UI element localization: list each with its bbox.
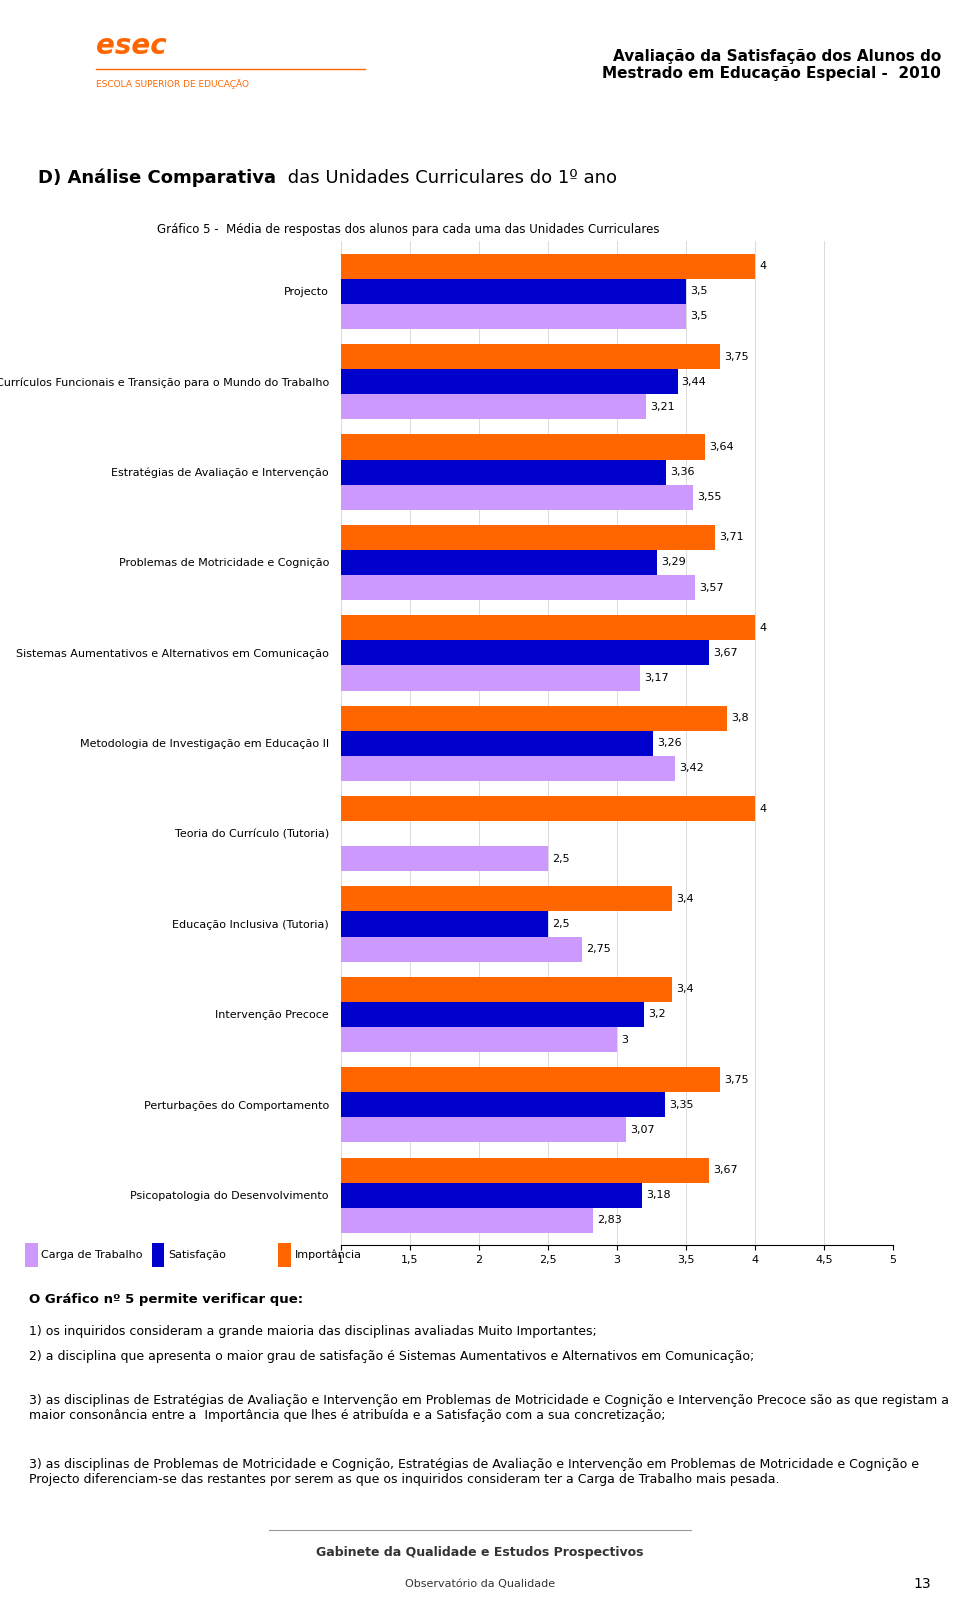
Text: 13: 13 <box>914 1576 931 1591</box>
Text: 2,5: 2,5 <box>552 853 569 863</box>
Text: 3,35: 3,35 <box>669 1099 694 1110</box>
Text: 2) a disciplina que apresenta o maior grau de satisfação é Sistemas Aumentativos: 2) a disciplina que apresenta o maior gr… <box>29 1350 754 1363</box>
Bar <box>341 394 646 419</box>
Text: 3,71: 3,71 <box>719 532 744 542</box>
Bar <box>341 1093 665 1117</box>
Bar <box>341 887 672 911</box>
Text: 1) os inquiridos consideram a grande maioria das disciplinas avaliadas Muito Imp: 1) os inquiridos consideram a grande mai… <box>29 1326 596 1339</box>
Bar <box>341 937 583 961</box>
Text: Satisfação: Satisfação <box>168 1250 226 1260</box>
Bar <box>341 977 672 1001</box>
Text: 3,55: 3,55 <box>697 492 721 501</box>
Bar <box>341 615 755 640</box>
Text: das Unidades Curriculares do 1º ano: das Unidades Curriculares do 1º ano <box>282 169 617 186</box>
Text: 3,57: 3,57 <box>700 583 724 593</box>
Text: 3,2: 3,2 <box>649 1009 666 1019</box>
Text: Carga de Trabalho: Carga de Trabalho <box>41 1250 143 1260</box>
Text: 3,5: 3,5 <box>690 286 708 296</box>
Text: Avaliação da Satisfação dos Alunos do
Mestrado em Educação Especial -  2010: Avaliação da Satisfação dos Alunos do Me… <box>602 48 941 82</box>
Text: Gabinete da Qualidade e Estudos Prospectivos: Gabinete da Qualidade e Estudos Prospect… <box>316 1546 644 1559</box>
Bar <box>341 1001 644 1027</box>
Bar <box>341 1157 709 1183</box>
Bar <box>341 254 755 278</box>
Bar <box>341 911 548 937</box>
Bar <box>341 705 728 731</box>
Text: 3,44: 3,44 <box>682 376 707 387</box>
Bar <box>341 304 685 329</box>
Bar <box>341 344 720 370</box>
Text: 4: 4 <box>759 624 766 633</box>
Bar <box>341 550 657 575</box>
Bar <box>341 485 693 509</box>
Text: Gráfico 5 -  Média de respostas dos alunos para cada uma das Unidades Curricular: Gráfico 5 - Média de respostas dos aluno… <box>157 223 660 236</box>
Text: 4: 4 <box>759 804 766 813</box>
Bar <box>278 1242 291 1268</box>
Bar <box>341 731 653 755</box>
Text: 3,67: 3,67 <box>713 648 738 657</box>
Bar <box>341 575 695 599</box>
Text: 3,29: 3,29 <box>660 558 685 567</box>
Text: ESCOLA SUPERIOR DE EDUCAÇÃO: ESCOLA SUPERIOR DE EDUCAÇÃO <box>96 79 249 88</box>
Text: 3,75: 3,75 <box>725 352 749 362</box>
Text: esec: esec <box>96 32 167 61</box>
Text: 3,17: 3,17 <box>644 673 669 683</box>
Bar <box>341 847 548 871</box>
Text: 3,18: 3,18 <box>646 1191 670 1200</box>
Bar <box>341 1027 616 1053</box>
Bar <box>341 370 678 394</box>
Bar <box>341 460 666 485</box>
Text: 2,83: 2,83 <box>597 1215 622 1225</box>
Bar <box>341 1183 641 1208</box>
Bar <box>341 434 705 460</box>
Text: 3,64: 3,64 <box>709 442 733 452</box>
Text: 3,5: 3,5 <box>690 312 708 321</box>
Text: 4: 4 <box>759 262 766 272</box>
Bar <box>25 1242 37 1268</box>
Bar <box>341 665 640 691</box>
Text: O Gráfico nº 5 permite verificar que:: O Gráfico nº 5 permite verificar que: <box>29 1292 303 1305</box>
Text: 3,4: 3,4 <box>676 893 694 903</box>
Text: 3) as disciplinas de Estratégias de Avaliação e Intervenção em Problemas de Motr: 3) as disciplinas de Estratégias de Aval… <box>29 1395 948 1422</box>
Text: 2,5: 2,5 <box>552 919 569 929</box>
Text: 3,26: 3,26 <box>657 738 682 749</box>
Text: 3,8: 3,8 <box>732 714 749 723</box>
Text: 3,21: 3,21 <box>650 402 675 411</box>
Text: Importância: Importância <box>295 1250 362 1260</box>
Text: 3,75: 3,75 <box>725 1075 749 1085</box>
Bar <box>341 278 685 304</box>
Bar <box>341 755 675 781</box>
Text: 3,42: 3,42 <box>679 763 704 773</box>
Bar <box>152 1242 164 1268</box>
Bar <box>341 1067 720 1093</box>
Text: 3: 3 <box>621 1035 628 1045</box>
Text: D) Análise Comparativa: D) Análise Comparativa <box>37 169 276 188</box>
Text: 3,36: 3,36 <box>671 468 695 477</box>
Text: 3) as disciplinas de Problemas de Motricidade e Cognição, Estratégias de Avaliaç: 3) as disciplinas de Problemas de Motric… <box>29 1459 919 1486</box>
Text: 3,07: 3,07 <box>631 1125 656 1135</box>
Bar <box>341 795 755 821</box>
Text: 3,67: 3,67 <box>713 1165 738 1175</box>
Bar <box>341 1117 627 1143</box>
Text: 2,75: 2,75 <box>587 945 612 955</box>
Text: 3,4: 3,4 <box>676 985 694 995</box>
Text: Observatório da Qualidade: Observatório da Qualidade <box>405 1578 555 1589</box>
Bar <box>341 640 709 665</box>
Bar <box>341 1208 593 1233</box>
Bar <box>341 525 715 550</box>
